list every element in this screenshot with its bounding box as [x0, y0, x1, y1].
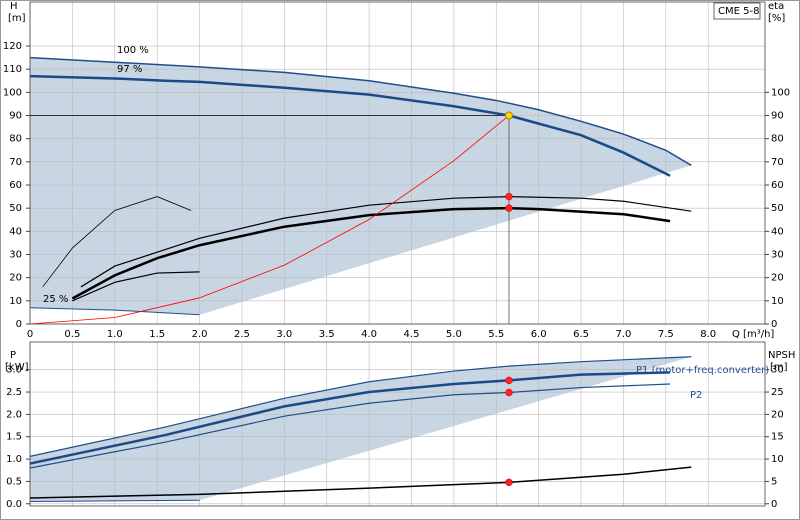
y2-tick-label: 5 — [771, 476, 777, 487]
x-tick-label: 2.0 — [192, 329, 208, 340]
y2-tick-label: 10 — [771, 454, 784, 465]
y-unit: [kW] — [5, 362, 29, 373]
duty-marker — [505, 204, 513, 212]
y2-tick-label: 80 — [771, 134, 784, 145]
duty-point — [504, 111, 513, 120]
annotation: P2 — [690, 390, 702, 401]
y-tick-label: 2.5 — [6, 387, 22, 398]
y2-tick-label: 50 — [771, 203, 784, 214]
y-tick-label: 10 — [9, 296, 22, 307]
y-tick-label: 70 — [9, 157, 22, 168]
x-tick-label: 2.5 — [234, 329, 250, 340]
y-tick-label: 80 — [9, 134, 22, 145]
y2-tick-label: 0 — [771, 319, 777, 330]
annotation: 25 % — [43, 294, 68, 305]
x-tick-label: 0 — [27, 329, 33, 340]
y2-unit: [%] — [768, 13, 785, 24]
y-tick-label: 90 — [9, 111, 22, 122]
x-tick-label: 4.0 — [361, 329, 377, 340]
y2-tick-label: 30 — [771, 250, 784, 261]
y2-tick-label: 100 — [771, 87, 790, 98]
duty-marker — [505, 192, 513, 201]
x-tick-label: 7.5 — [658, 329, 674, 340]
y2-label: NPSH — [768, 350, 795, 361]
x-tick-label: 5.5 — [488, 329, 504, 340]
y-tick-label: 0 — [16, 319, 22, 330]
x-tick-label: 5.0 — [446, 329, 462, 340]
y2-tick-label: 70 — [771, 157, 784, 168]
curve — [29, 307, 200, 316]
y2-tick-label: 15 — [771, 432, 784, 443]
y2-tick-label: 30 — [771, 365, 784, 376]
curve — [29, 115, 510, 325]
x-tick-label: 3.5 — [319, 329, 335, 340]
plot-layer: 0102030405060708090100110120010203040506… — [3, 1, 790, 510]
y-tick-label: 1.5 — [6, 432, 22, 443]
x-tick-label: 6.0 — [531, 329, 547, 340]
y2-tick-label: 60 — [771, 180, 784, 191]
plot-frame — [29, 341, 766, 507]
y-tick-label: 20 — [9, 273, 22, 284]
chart-title: CME 5-8 — [718, 6, 759, 17]
x-tick-label: 0.5 — [64, 329, 80, 340]
y-tick-label: 50 — [9, 203, 22, 214]
curve — [29, 383, 671, 469]
operating-area — [30, 57, 692, 315]
y2-tick-label: 10 — [771, 296, 784, 307]
y-tick-label: 0.5 — [6, 476, 22, 487]
curve — [80, 195, 692, 288]
curve — [29, 74, 671, 177]
annotation: P1 (motor+freq.converter) — [636, 365, 769, 376]
y2-unit: [m] — [770, 362, 788, 373]
x-tick-label: 4.5 — [404, 329, 420, 340]
y-tick-label: 120 — [3, 41, 22, 52]
legend-box — [713, 2, 761, 20]
curve — [29, 466, 692, 499]
y-tick-label: 110 — [3, 64, 22, 75]
curve — [29, 356, 692, 457]
annotation: 100 % — [117, 45, 149, 56]
curve — [29, 56, 692, 166]
y-tick-label: 1.0 — [6, 454, 22, 465]
x-tick-label: 6.5 — [573, 329, 589, 340]
x-label: Q [m³/h] — [732, 329, 774, 340]
curve — [42, 196, 192, 288]
y2-tick-label: 0 — [771, 499, 777, 510]
y2-tick-label: 25 — [771, 387, 784, 398]
x-tick-label: 3.0 — [276, 329, 292, 340]
y-tick-label: 100 — [3, 87, 22, 98]
y-label: H — [10, 1, 18, 12]
x-tick-label: 1.0 — [107, 329, 123, 340]
curve — [29, 499, 200, 503]
curve — [72, 271, 200, 302]
duty-marker — [505, 376, 513, 385]
operating-area — [30, 356, 692, 502]
y-unit: [m] — [8, 13, 26, 24]
curve — [71, 206, 671, 300]
y2-tick-label: 40 — [771, 226, 784, 237]
y2-label: eta — [768, 1, 784, 12]
duty-marker — [505, 388, 513, 397]
y-tick-label: 0.0 — [6, 499, 22, 510]
duty-marker — [505, 478, 513, 487]
y-tick-label: 60 — [9, 180, 22, 191]
y-tick-label: 3.0 — [6, 365, 22, 376]
plot-frame — [29, 1, 766, 325]
y-tick-label: 2.0 — [6, 409, 22, 420]
y2-tick-label: 90 — [771, 111, 784, 122]
x-tick-label: 1.5 — [149, 329, 165, 340]
y2-tick-label: 20 — [771, 409, 784, 420]
x-tick-label: 7.0 — [615, 329, 631, 340]
y-tick-label: 40 — [9, 226, 22, 237]
y2-tick-label: 20 — [771, 273, 784, 284]
y-tick-label: 30 — [9, 250, 22, 261]
curve — [29, 371, 671, 465]
x-tick-label: 8.0 — [700, 329, 716, 340]
y-label: P — [10, 350, 16, 361]
annotation: 97 % — [117, 64, 142, 75]
